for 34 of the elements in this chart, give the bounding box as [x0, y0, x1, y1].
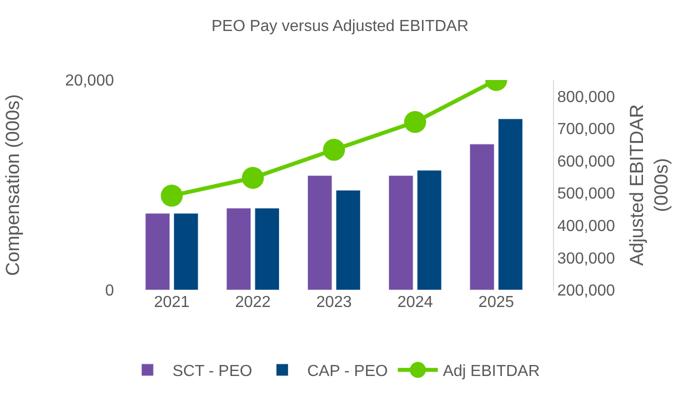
bar — [174, 213, 198, 290]
bar — [145, 213, 170, 290]
legend-label: SCT - PEO — [172, 363, 252, 380]
bar — [226, 208, 252, 290]
x-tick-label: 2024 — [397, 294, 434, 311]
x-tick-label: 2021 — [154, 294, 190, 311]
point — [242, 166, 264, 189]
x-tick-label: 2022 — [235, 294, 271, 311]
bar — [336, 190, 361, 290]
y2-tick-label: 800,000 — [557, 88, 616, 106]
y2-tick-label: 500,000 — [557, 186, 616, 203]
y2-tick-label: 200,000 — [557, 282, 616, 300]
y2-tick-label: 600,000 — [557, 153, 616, 170]
point — [160, 184, 183, 207]
y2-tick-label: 700,000 — [557, 121, 616, 138]
point — [323, 138, 345, 161]
bar — [307, 175, 332, 290]
point — [404, 111, 426, 133]
bar — [388, 175, 414, 290]
y-axis-title: Compensation (000s) — [2, 94, 24, 276]
y2-tick-label: 400,000 — [557, 218, 616, 235]
y-tick-label: 20,000 — [65, 72, 114, 90]
y2-tick-label: 300,000 — [557, 250, 616, 268]
bar — [254, 208, 280, 290]
x-tick-label: 2023 — [316, 294, 352, 311]
y-tick-label: 0 — [105, 282, 114, 300]
legend-label: CAP - PEO — [307, 363, 388, 380]
bar — [470, 144, 494, 290]
legend-label: Adj EBITDAR — [442, 363, 540, 380]
chart-title: PEO Pay versus Adjusted EBITDAR — [212, 18, 468, 36]
y2-axis-title: Adjusted EBITDAR (000s) — [626, 104, 673, 266]
x-tick-label: 2025 — [478, 294, 514, 311]
bar — [498, 118, 523, 290]
bar — [416, 170, 442, 290]
